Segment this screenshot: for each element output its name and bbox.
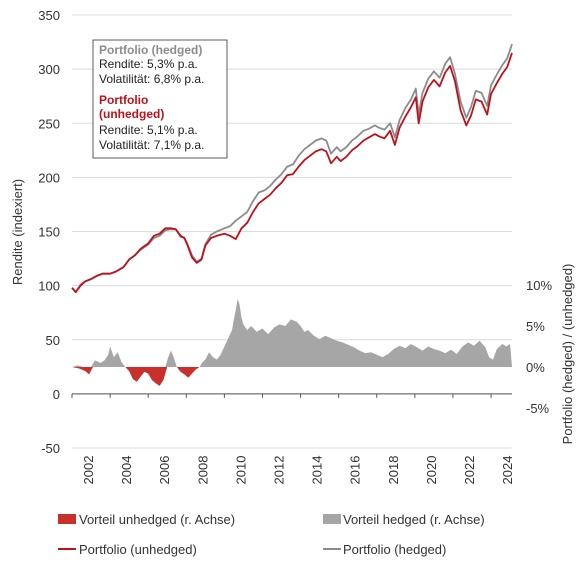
x-tick-label: 2004 bbox=[119, 456, 134, 485]
left-tick-label: 200 bbox=[38, 170, 60, 185]
x-tick-label: 2020 bbox=[424, 456, 439, 485]
legend-swatch-unhedged-area bbox=[58, 514, 76, 524]
x-tick-label: 2022 bbox=[462, 456, 477, 485]
left-tick-label: -50 bbox=[41, 441, 60, 456]
unhedged-stats-rendite: Rendite: 5,1% p.a. bbox=[99, 123, 198, 137]
right-tick-label: 5% bbox=[526, 319, 545, 334]
x-tick-label: 2002 bbox=[81, 456, 96, 485]
hedged-stats-title: Portfolio (hedged) bbox=[99, 43, 202, 57]
stats-annotation: Portfolio (hedged) Rendite: 5,3% p.a. Vo… bbox=[92, 39, 228, 159]
axes: 350 300 250 200 150 100 50 0 -50 10% 5% 0% -5% 2002 20… bbox=[38, 8, 552, 484]
area-vorteil-hedged bbox=[72, 298, 512, 367]
line-portfolio-unhedged bbox=[71, 52, 513, 293]
area-vorteil-unhedged bbox=[72, 367, 200, 386]
legend-label-hedged-area: Vorteil hedged (r. Achse) bbox=[343, 512, 485, 527]
legend: Vorteil unhedged (r. Achse) Vorteil hedg… bbox=[58, 512, 485, 557]
portfolio-lines bbox=[71, 43, 513, 293]
x-tick-label: 2006 bbox=[157, 456, 172, 485]
left-tick-label: 100 bbox=[38, 279, 60, 294]
line-portfolio-hedged bbox=[71, 43, 513, 293]
left-tick-label: 300 bbox=[38, 62, 60, 77]
stats-annotation-box bbox=[92, 39, 228, 159]
x-tick-label: 2016 bbox=[348, 456, 363, 485]
hedged-stats-rendite: Rendite: 5,3% p.a. bbox=[99, 57, 198, 71]
right-tick-label: -5% bbox=[526, 401, 550, 416]
x-tick-label: 2010 bbox=[233, 456, 248, 485]
right-tick-label: 0% bbox=[526, 360, 545, 375]
legend-label-unhedged-line: Portfolio (unhedged) bbox=[79, 542, 197, 557]
left-tick-label: 50 bbox=[46, 333, 60, 348]
x-tick-label: 2014 bbox=[310, 456, 325, 485]
x-tick-label: 2018 bbox=[386, 456, 401, 485]
unhedged-stats-title-line2: (unhedged) bbox=[99, 107, 164, 121]
advantage-areas bbox=[72, 298, 512, 386]
legend-label-unhedged-area: Vorteil unhedged (r. Achse) bbox=[79, 512, 235, 527]
right-axis-title: Portfolio (hedged) / (unhedged) bbox=[560, 264, 575, 445]
legend-label-hedged-line: Portfolio (hedged) bbox=[343, 542, 446, 557]
x-tick-label: 2008 bbox=[195, 456, 210, 485]
hedged-stats-volatility: Volatilität: 6,8% p.a. bbox=[99, 72, 204, 86]
legend-swatch-hedged-area bbox=[323, 514, 341, 524]
left-tick-label: 250 bbox=[38, 116, 60, 131]
left-tick-label: 0 bbox=[53, 387, 60, 402]
left-tick-label: 150 bbox=[38, 225, 60, 240]
right-tick-label: 10% bbox=[526, 278, 552, 293]
unhedged-stats-title-line1: Portfolio bbox=[99, 93, 148, 107]
x-tick-label: 2012 bbox=[271, 456, 286, 485]
left-tick-label: 350 bbox=[38, 8, 60, 23]
unhedged-stats-volatility: Volatilität: 7,1% p.a. bbox=[99, 138, 204, 152]
left-axis-title: Rendite (indexiert) bbox=[10, 179, 25, 285]
x-tick-label: 2024 bbox=[500, 456, 515, 485]
